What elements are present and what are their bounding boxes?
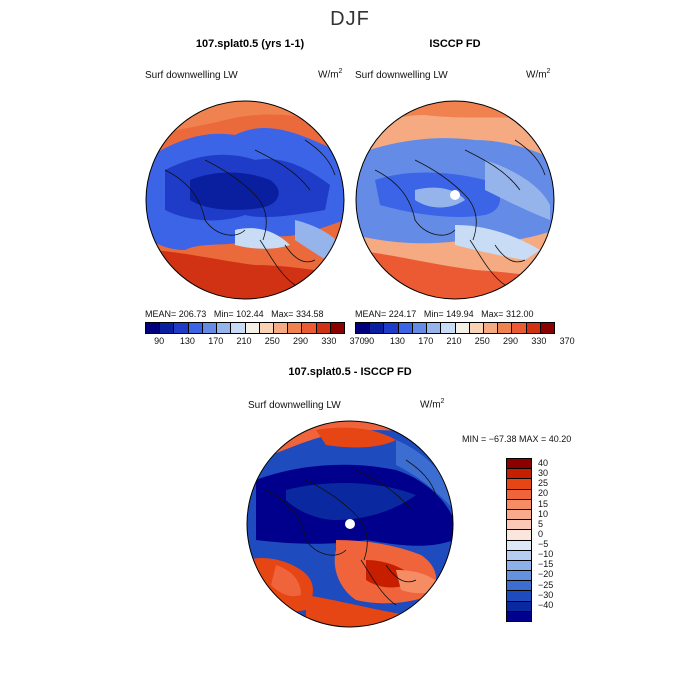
colorbar-swatch — [441, 323, 456, 333]
panel-title-model: 107.splat0.5 (yrs 1-1) — [195, 38, 305, 50]
colorbar-tick-label: −10 — [538, 549, 554, 560]
panel-unit-obs: W/m2 — [526, 68, 551, 81]
colorbar-tick-label: 210 — [446, 336, 462, 346]
diff-colorbar-ticks: 40 30 25 20 15 10 5 0 −5 −10 −15 −20 −25 −30 −40 — [538, 458, 578, 620]
colorbar-tick-label: 25 — [538, 478, 549, 489]
colorbar-swatch — [356, 323, 371, 333]
colorbar-tick-label: 30 — [538, 468, 549, 479]
colorbar-swatch — [412, 323, 428, 333]
panel-title-obs: ISCCP FD — [429, 38, 481, 50]
colorbar-swatch — [507, 459, 531, 470]
colorbar-tick-label: 20 — [538, 488, 549, 499]
colorbar-swatch — [507, 489, 531, 500]
colorbar-tick-label: 40 — [538, 458, 549, 469]
colorbar-tick-label: 370 — [349, 336, 365, 346]
colorbar-swatch — [160, 323, 175, 333]
colorbar-model — [145, 322, 345, 334]
colorbar-swatch — [455, 323, 470, 333]
colorbar-tick-label: −20 — [538, 569, 554, 580]
colorbar-tick-label: 250 — [264, 336, 280, 346]
colorbar-tick-label: 330 — [531, 336, 547, 346]
colorbar-tick-label: 170 — [418, 336, 434, 346]
colorbar-tick-label: 330 — [321, 336, 337, 346]
colorbar-swatch — [273, 323, 289, 333]
colorbar-tick-label: −25 — [538, 579, 554, 590]
colorbar-swatch — [288, 323, 303, 333]
colorbar-swatch — [427, 323, 442, 333]
colorbar-ticks-obs: 90 130 170 210 250 290 330 370 — [355, 336, 575, 348]
colorbar-tick-label: 10 — [538, 508, 549, 519]
diff-variable: Surf downwelling LW — [248, 400, 341, 411]
colorbar-swatch — [316, 323, 331, 333]
colorbar-ticks-model: 90 130 170 210 250 290 330 370 — [145, 336, 365, 348]
colorbar-swatch — [507, 469, 531, 480]
colorbar-tick-label: 130 — [389, 336, 405, 346]
colorbar-swatch — [245, 323, 260, 333]
colorbar-tick-label: −30 — [538, 589, 554, 600]
colorbar-swatch — [202, 323, 218, 333]
diff-minmax: MIN = −67.38 MAX = 40.20 — [462, 434, 572, 444]
diff-title: 107.splat0.5 - ISCCP FD — [288, 366, 412, 378]
diff-unit: W/m2 — [420, 398, 445, 411]
colorbar-swatch — [507, 499, 531, 510]
colorbar-tick-label: 15 — [538, 498, 549, 509]
diff-colorbar — [506, 458, 532, 622]
colorbar-swatch — [540, 323, 555, 333]
colorbar-tick-label: 90 — [154, 336, 165, 346]
polar-map-model — [145, 100, 345, 300]
panel-variable-model: Surf downwelling LW — [145, 70, 238, 81]
colorbar-swatch — [259, 323, 274, 333]
colorbar-tick-label: 210 — [236, 336, 252, 346]
colorbar-swatch — [507, 611, 531, 621]
colorbar-tick-label: 370 — [559, 336, 575, 346]
colorbar-swatch — [507, 560, 531, 572]
colorbar-swatch — [146, 323, 161, 333]
colorbar-tick-label: 130 — [179, 336, 195, 346]
colorbar-swatch — [507, 601, 531, 612]
colorbar-swatch — [507, 540, 531, 551]
colorbar-tick-label: 290 — [503, 336, 519, 346]
colorbar-obs — [355, 322, 555, 334]
colorbar-swatch — [507, 571, 531, 582]
colorbar-swatch — [507, 550, 531, 561]
colorbar-swatch — [231, 323, 246, 333]
colorbar-swatch — [302, 323, 317, 333]
colorbar-tick-label: −40 — [538, 599, 554, 610]
colorbar-swatch — [330, 323, 345, 333]
colorbar-swatch — [507, 509, 531, 521]
colorbar-swatch — [507, 530, 531, 541]
colorbar-swatch — [370, 323, 385, 333]
colorbar-swatch — [498, 323, 513, 333]
colorbar-tick-label: 0 — [538, 528, 544, 539]
colorbar-tick-label: 90 — [364, 336, 375, 346]
colorbar-tick-label: 290 — [293, 336, 309, 346]
polar-map-diff — [246, 420, 454, 628]
colorbar-swatch — [398, 323, 413, 333]
colorbar-tick-label: −5 — [538, 539, 549, 550]
panel-variable-obs: Surf downwelling LW — [355, 70, 448, 81]
colorbar-swatch — [507, 520, 531, 531]
colorbar-tick-label: 5 — [538, 518, 544, 529]
panel-unit-model: W/m2 — [318, 68, 343, 81]
colorbar-swatch — [507, 591, 531, 602]
colorbar-swatch — [384, 323, 399, 333]
colorbar-swatch — [174, 323, 189, 333]
colorbar-tick-label: 170 — [208, 336, 224, 346]
polar-map-obs — [355, 100, 555, 300]
colorbar-swatch — [507, 581, 531, 592]
colorbar-swatch — [512, 323, 527, 333]
colorbar-swatch — [483, 323, 499, 333]
colorbar-swatch — [526, 323, 541, 333]
panel-stats-obs: MEAN= 224.17 Min= 149.94 Max= 312.00 — [355, 309, 534, 319]
colorbar-swatch — [469, 323, 484, 333]
colorbar-swatch — [217, 323, 232, 333]
colorbar-tick-label: 250 — [474, 336, 490, 346]
panel-stats-model: MEAN= 206.73 Min= 102.44 Max= 334.58 — [145, 309, 324, 319]
colorbar-swatch — [188, 323, 203, 333]
colorbar-swatch — [507, 479, 531, 490]
colorbar-tick-label: −15 — [538, 559, 554, 570]
season-title: DJF — [330, 8, 370, 30]
